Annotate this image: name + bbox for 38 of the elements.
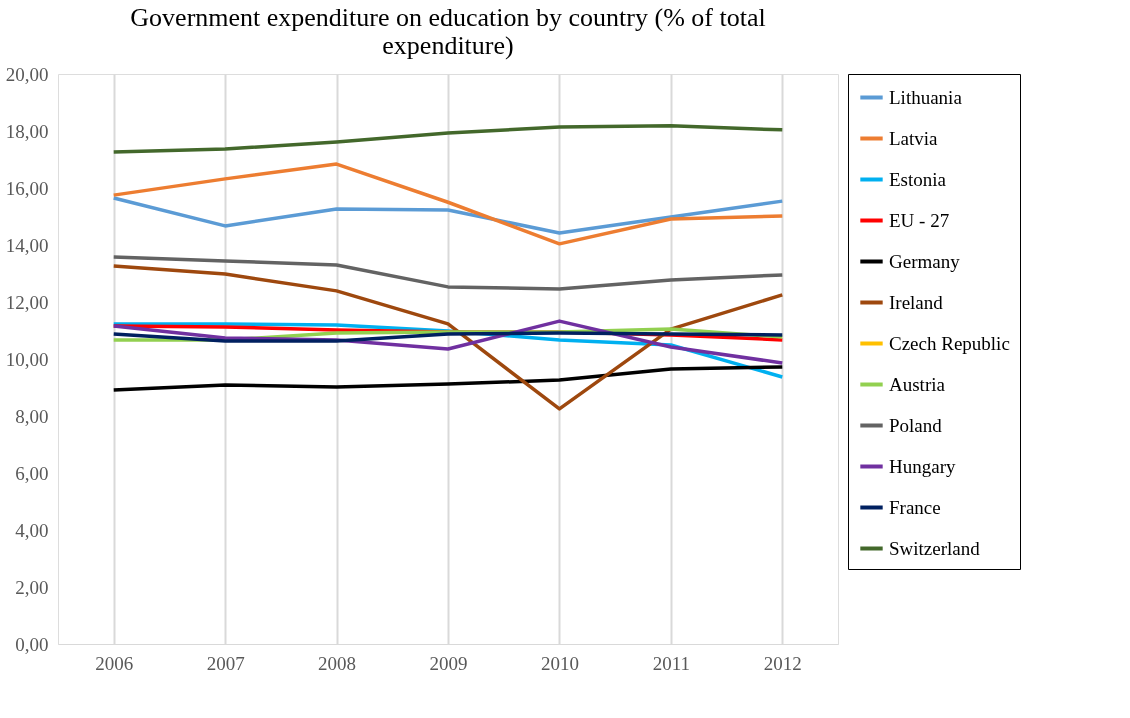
legend-label: Czech Republic: [889, 332, 1010, 354]
line-series: [111, 162, 785, 246]
legend-label: Germany: [889, 250, 961, 272]
x-tick-label: 2008: [318, 652, 357, 674]
y-tick-label: 14,00: [5, 234, 49, 256]
legend-label: Estonia: [889, 168, 947, 190]
x-tick-label: 2009: [429, 652, 468, 674]
y-tick-label: 2,00: [15, 576, 49, 598]
legend-label: Lithuania: [889, 86, 963, 108]
line-series: [111, 365, 785, 392]
line-series: [111, 331, 785, 343]
y-tick-label: 10,00: [5, 348, 49, 370]
legend-label: Switzerland: [889, 537, 981, 559]
legend-label: France: [889, 496, 941, 518]
y-tick-label: 18,00: [5, 120, 49, 142]
legend-label: Ireland: [889, 291, 944, 313]
legend-label: EU - 27: [889, 209, 950, 231]
chart-title: Government expenditure on education by country (% of total expenditure): [130, 3, 766, 60]
line-series: [111, 255, 785, 291]
x-tick-label: 2012: [763, 652, 802, 674]
y-tick-label: 4,00: [15, 519, 49, 541]
legend-label: Poland: [889, 414, 943, 436]
y-tick-label: 0,00: [15, 633, 49, 655]
y-tick-label: 6,00: [15, 462, 49, 484]
line-series: [111, 264, 785, 411]
line-series: [111, 196, 785, 235]
legend-label: Latvia: [889, 127, 939, 149]
y-tick-label: 16,00: [5, 177, 49, 199]
y-tick-label: 20,00: [5, 63, 49, 85]
y-tick-label: 8,00: [15, 405, 49, 427]
x-tick-label: 2010: [540, 652, 579, 674]
legend-label: Austria: [889, 373, 946, 395]
x-tick-label: 2007: [206, 652, 245, 674]
line-series: [111, 124, 785, 154]
y-tick-label: 12,00: [5, 291, 49, 313]
legend-label: Hungary: [889, 455, 956, 477]
x-tick-label: 2006: [95, 652, 134, 674]
x-tick-label: 2011: [652, 652, 691, 674]
